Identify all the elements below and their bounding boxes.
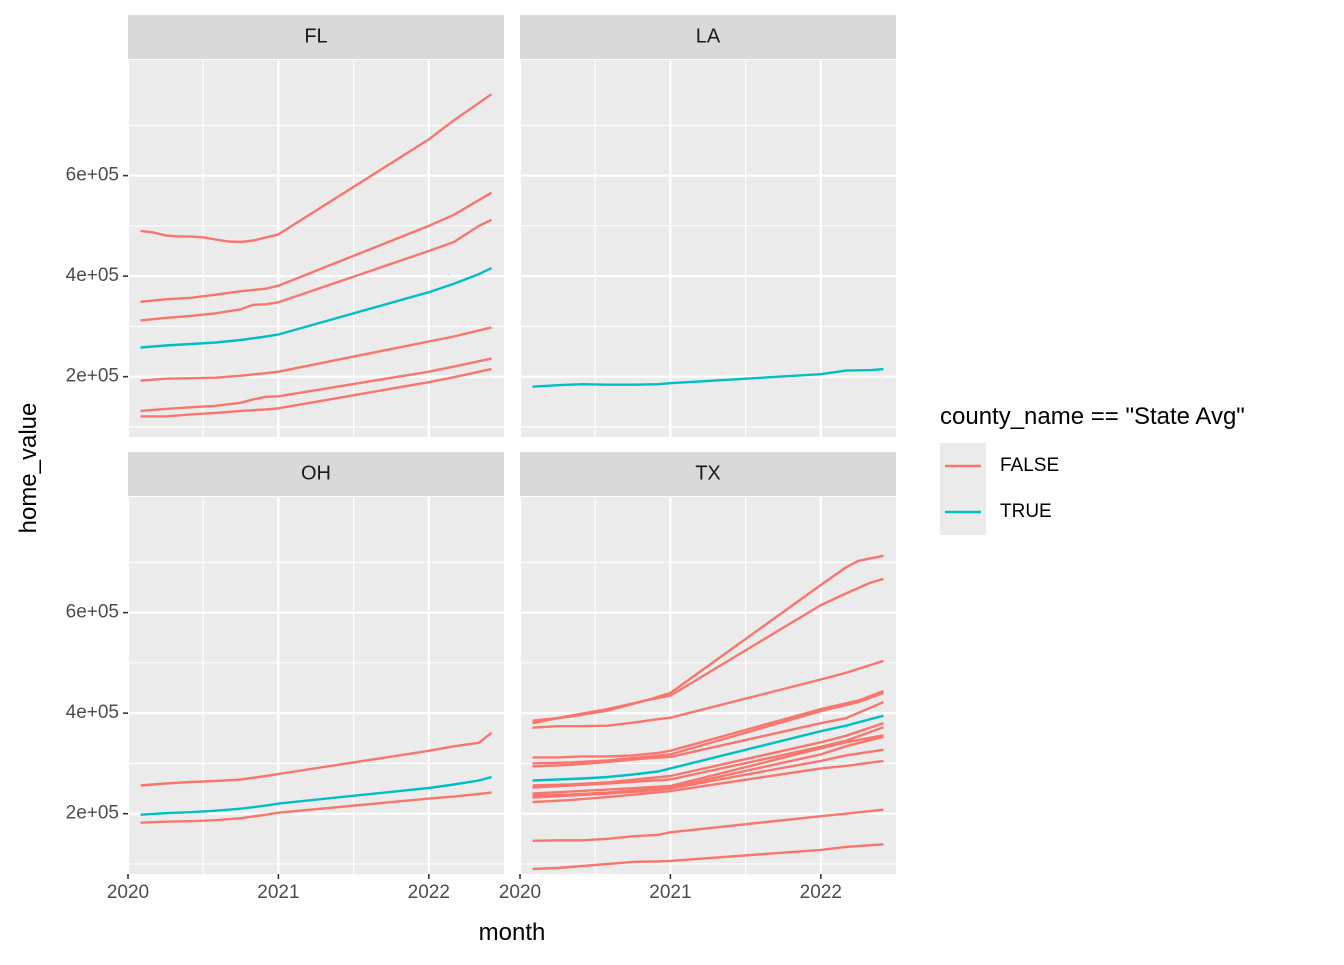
x-tick-label: 2021 — [257, 882, 299, 903]
strip-label-tx: TX — [695, 462, 721, 484]
panel-background-oh — [128, 497, 504, 874]
axes-layer: 2e+05 4e+05 6e+05 2e+05 4e+05 6e+05 2020 2021 20… — [66, 165, 842, 903]
x-tick-label: 2021 — [649, 882, 691, 903]
panel-background-fl — [128, 60, 504, 437]
series-line-tx-10 — [532, 734, 884, 795]
panel-tx: TX — [518, 452, 896, 874]
panel-fl: FL — [126, 15, 504, 437]
panels-layer: FL LA OH TX — [126, 15, 896, 874]
series-line-tx-4 — [532, 689, 884, 759]
series-line-tx-14 — [532, 808, 884, 842]
series-line-fl-4 — [140, 267, 493, 349]
y-tick-label: 6e+05 — [66, 602, 119, 623]
series-line-fl-5 — [140, 326, 492, 382]
series-line-tx-7 — [532, 714, 884, 782]
series-line-fl-7 — [140, 367, 492, 418]
strip-tx — [520, 452, 896, 496]
x-axis-title: month — [479, 919, 546, 946]
series-line-fl-2 — [140, 191, 493, 303]
y-axis-title: home_value — [15, 403, 42, 534]
series-line-fl-6 — [140, 357, 492, 413]
legend-label-true: TRUE — [1000, 501, 1052, 522]
series-line-la-1 — [532, 367, 884, 388]
x-tick-label: 2022 — [408, 882, 450, 903]
series-line-fl-3 — [140, 218, 493, 322]
legend: county_name == "State Avg" FALSE TRUE — [940, 403, 1245, 535]
strip-fl — [128, 15, 504, 59]
x-tick-label: 2020 — [107, 882, 149, 903]
series-line-tx-13 — [532, 759, 884, 804]
series-line-tx-9 — [532, 726, 884, 789]
strip-label-fl: FL — [304, 25, 327, 47]
strip-la — [520, 15, 896, 59]
strip-oh — [128, 452, 504, 496]
legend-title: county_name == "State Avg" — [940, 403, 1245, 430]
x-tick-label: 2020 — [499, 882, 541, 903]
series-line-tx-3 — [532, 659, 884, 729]
series-line-oh-3 — [140, 791, 492, 824]
strip-label-oh: OH — [301, 462, 331, 484]
series-line-tx-12 — [532, 748, 884, 799]
series-line-oh-1 — [140, 731, 493, 787]
series-line-oh-2 — [140, 775, 492, 816]
y-tick-label: 4e+05 — [66, 702, 119, 723]
series-line-tx-6 — [532, 700, 884, 768]
series-line-tx-15 — [532, 843, 884, 871]
panel-background-la — [520, 60, 896, 437]
panel-oh: OH — [126, 452, 504, 874]
panel-background-tx — [520, 497, 896, 874]
series-line-fl-1 — [140, 93, 493, 244]
series-line-tx-5 — [532, 691, 884, 765]
y-tick-label: 4e+05 — [66, 265, 119, 286]
y-tick-label: 2e+05 — [66, 366, 119, 387]
legend-label-false: FALSE — [1000, 455, 1059, 476]
strip-label-la: LA — [696, 25, 721, 47]
x-tick-label: 2022 — [800, 882, 842, 903]
panel-la: LA — [518, 15, 896, 437]
series-line-tx-2 — [532, 577, 884, 725]
y-tick-label: 2e+05 — [66, 803, 119, 824]
y-tick-label: 6e+05 — [66, 165, 119, 186]
